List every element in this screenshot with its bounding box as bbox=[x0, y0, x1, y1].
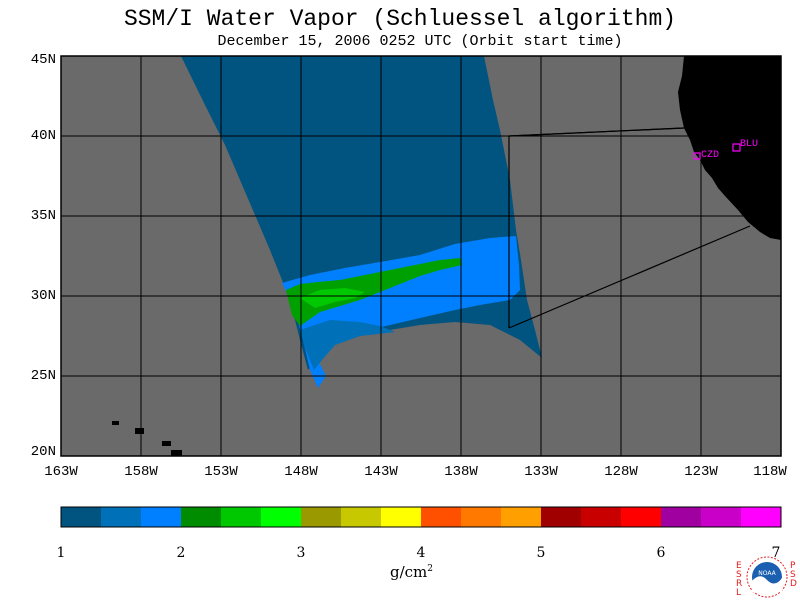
island-oahu bbox=[135, 428, 144, 434]
logo-letter-e: E bbox=[736, 561, 742, 571]
lon-label-138w: 138W bbox=[444, 464, 478, 480]
swath-mid-vapor-south bbox=[300, 320, 395, 370]
lat-label-35n: 35N bbox=[30, 208, 56, 224]
station-czd-label: CZD bbox=[701, 150, 719, 161]
station-czd-marker bbox=[693, 152, 701, 160]
colorbar-segment bbox=[701, 507, 742, 527]
lat-label-45n: 45N bbox=[30, 52, 56, 68]
colorbar-segment bbox=[661, 507, 702, 527]
logo-esrl-letters: E S R L bbox=[736, 562, 744, 598]
colorbar-tick-4: 4 bbox=[416, 545, 426, 561]
lat-label-30n: 30N bbox=[30, 288, 56, 304]
lat-label-25n: 25N bbox=[30, 368, 56, 384]
lon-label-123w: 123W bbox=[684, 464, 718, 480]
lon-label-163w: 163W bbox=[44, 464, 78, 480]
colorbar-tick-2: 2 bbox=[176, 545, 186, 561]
colorbar-segment bbox=[341, 507, 382, 527]
colorbar-segment bbox=[621, 507, 662, 527]
map-frame bbox=[60, 55, 782, 457]
colorbar-frame bbox=[60, 506, 782, 528]
colorbar-segment bbox=[581, 507, 622, 527]
station-blu: BLU bbox=[732, 139, 758, 152]
swath-high-vapor bbox=[286, 258, 462, 326]
colorbar-units: g/cm2 bbox=[390, 563, 433, 581]
colorbar bbox=[61, 507, 782, 527]
swath-high-vapor-core bbox=[300, 288, 365, 308]
lon-label-118w: 118W bbox=[753, 464, 787, 480]
map-subtitle: December 15, 2006 0252 UTC (Orbit start … bbox=[217, 33, 623, 50]
lat-label-40n: 40N bbox=[30, 128, 56, 144]
station-blu-marker bbox=[732, 143, 741, 152]
island-hawaii bbox=[171, 450, 182, 456]
colorbar-segment bbox=[101, 507, 142, 527]
colorbar-tick-5: 5 bbox=[536, 545, 546, 561]
logo-letter-p: P bbox=[790, 561, 796, 571]
lon-label-158w: 158W bbox=[124, 464, 158, 480]
colorbar-segment bbox=[141, 507, 182, 527]
gridlines bbox=[61, 56, 781, 456]
colorbar-segment bbox=[461, 507, 502, 527]
logo-letter-r: R bbox=[736, 579, 743, 589]
lon-label-153w: 153W bbox=[204, 464, 238, 480]
colorbar-segment bbox=[381, 507, 422, 527]
colorbar-tick-3: 3 bbox=[296, 545, 306, 561]
lon-label-133w: 133W bbox=[524, 464, 558, 480]
island-maui bbox=[162, 441, 171, 446]
track-top bbox=[508, 127, 685, 137]
colorbar-segment bbox=[181, 507, 222, 527]
colorbar-segment bbox=[301, 507, 342, 527]
colorbar-segment bbox=[61, 507, 102, 527]
colorbar-tick-1: 1 bbox=[56, 545, 66, 561]
logo-psd-letters: P S D bbox=[790, 562, 798, 589]
logo-letter-s2: S bbox=[790, 570, 796, 580]
noaa-logo-text: NOAA bbox=[758, 570, 776, 577]
lon-label-143w: 143W bbox=[364, 464, 398, 480]
track-diagonal bbox=[508, 225, 751, 329]
colorbar-units-exp: 2 bbox=[427, 564, 434, 574]
colorbar-segment bbox=[421, 507, 462, 527]
land-north-america bbox=[678, 56, 781, 240]
colorbar-units-text: g/cm bbox=[390, 563, 428, 581]
logo-letter-d: D bbox=[790, 579, 797, 589]
noaa-logo: NOAA bbox=[746, 556, 788, 598]
island-kauai bbox=[112, 421, 119, 425]
colorbar-segment bbox=[741, 507, 782, 527]
colorbar-segment bbox=[221, 507, 262, 527]
logo-letter-s: S bbox=[736, 570, 742, 580]
colorbar-segment bbox=[501, 507, 542, 527]
colorbar-tick-6: 6 bbox=[656, 545, 666, 561]
colorbar-segment bbox=[261, 507, 302, 527]
station-blu-label: BLU bbox=[740, 139, 758, 150]
noaa-logo-wave bbox=[752, 576, 782, 592]
colorbar-tick-7: 7 bbox=[771, 545, 781, 561]
station-czd: CZD bbox=[693, 150, 719, 161]
logo-letter-l: L bbox=[736, 588, 742, 598]
map-title: SSM/I Water Vapor (Schluessel algorithm) bbox=[123, 6, 677, 32]
lon-label-128w: 128W bbox=[604, 464, 638, 480]
lat-label-20n: 20N bbox=[30, 444, 56, 460]
colorbar-segment bbox=[541, 507, 582, 527]
lon-label-148w: 148W bbox=[284, 464, 318, 480]
